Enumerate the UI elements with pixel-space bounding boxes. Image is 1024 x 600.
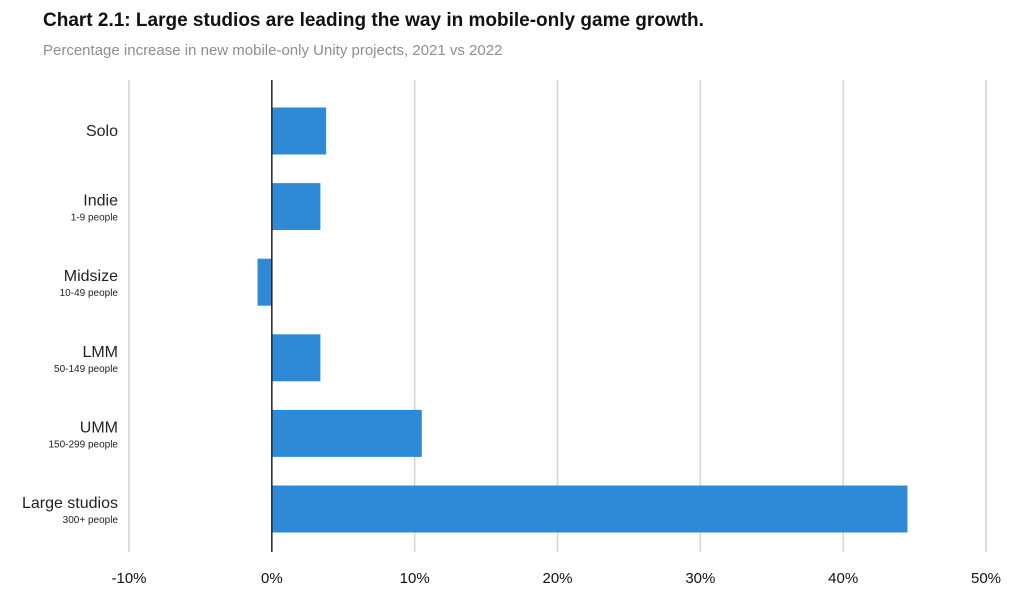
x-tick-label: 0% (261, 570, 283, 587)
x-tick-label: -10% (111, 570, 146, 587)
x-tick-label: 30% (685, 570, 715, 587)
x-tick-label: 10% (400, 570, 430, 587)
x-tick-label: 40% (828, 570, 858, 587)
x-tick-labels: -10% 0% 10% 20% 30% 40% 50% (111, 570, 1001, 587)
bar (271, 183, 321, 231)
category-label: UMM (80, 419, 118, 436)
chart-title: Chart 2.1: Large studios are leading the… (43, 10, 704, 31)
category-sublabel: 10-49 people (60, 288, 119, 299)
bar (257, 258, 272, 306)
category-label: Indie (83, 193, 118, 210)
category-sublabel: 150-299 people (48, 439, 118, 450)
grid-lines (128, 80, 987, 552)
bar (271, 107, 327, 155)
x-tick-label: 20% (542, 570, 572, 587)
category-sublabel: 300+ people (63, 515, 119, 526)
category-sublabel: 50-149 people (54, 364, 118, 375)
category-labels: Solo Indie 1-9 people Midsize 10-49 people LM… (22, 123, 118, 526)
x-tick-label: 50% (971, 570, 1001, 587)
category-label: Midsize (64, 268, 118, 285)
category-label: Solo (86, 123, 118, 140)
category-label: Large studios (22, 495, 118, 512)
bar (271, 334, 321, 382)
bar (271, 409, 422, 457)
category-label: LMM (82, 344, 118, 361)
category-sublabel: 1-9 people (71, 213, 119, 224)
bar (271, 485, 908, 533)
bars (257, 107, 908, 533)
chart-subtitle: Percentage increase in new mobile-only U… (43, 42, 503, 59)
